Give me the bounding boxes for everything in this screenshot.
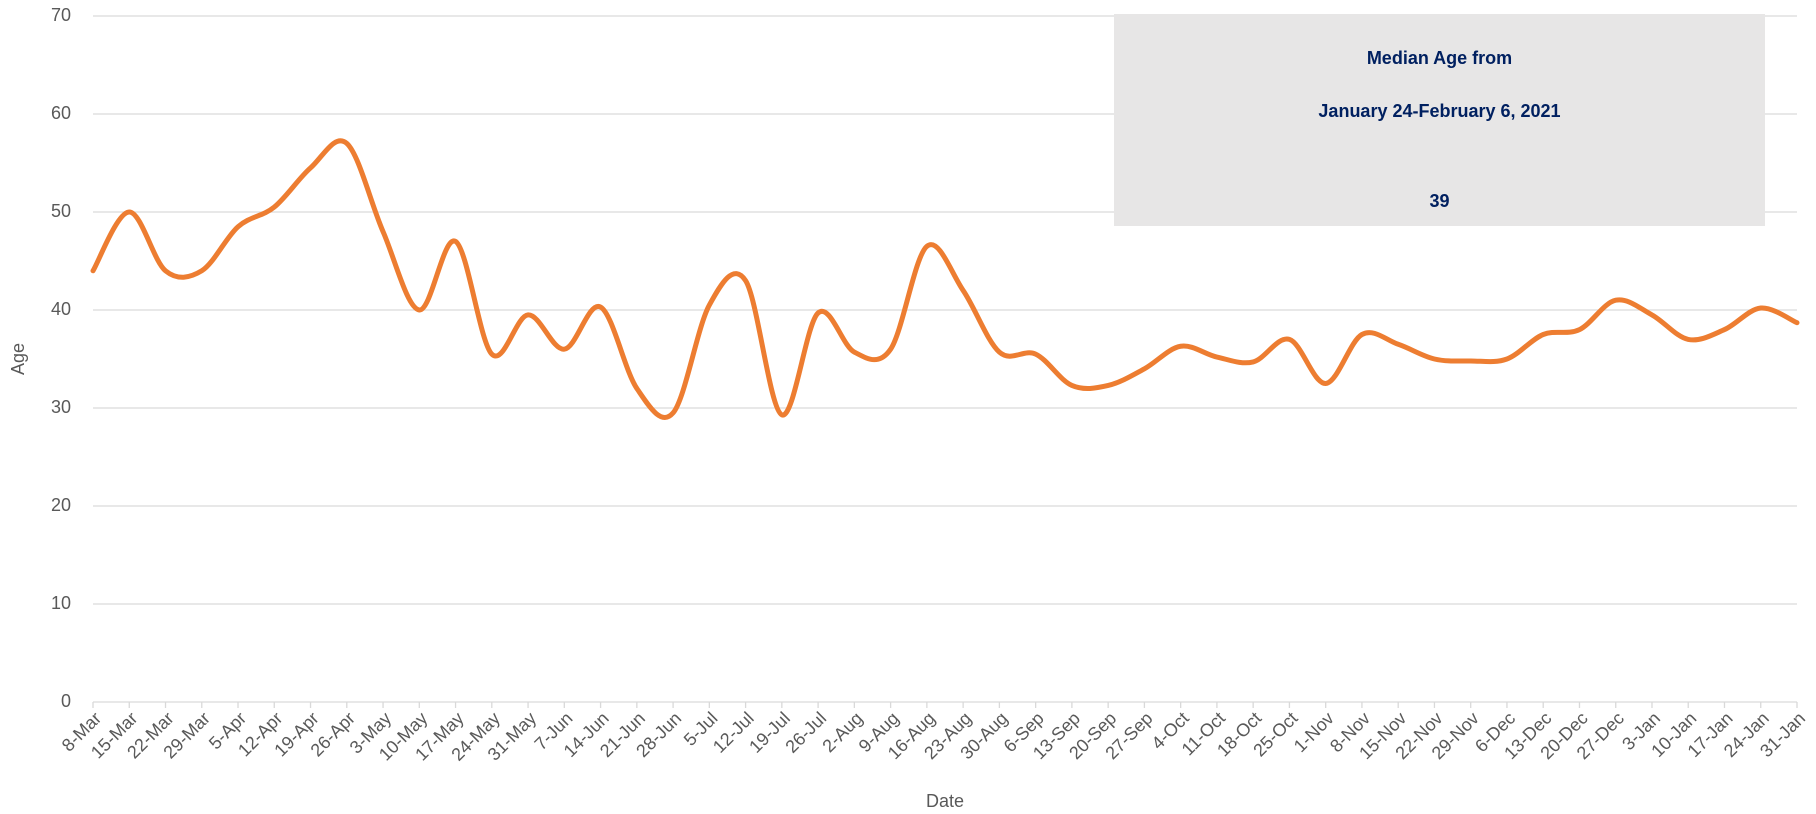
annotation-box [1114, 14, 1765, 226]
x-tick-label: 19-Jul [745, 708, 794, 757]
x-axis-label: Date [926, 791, 964, 811]
y-tick-label: 70 [51, 5, 71, 25]
data-line [90, 138, 1800, 420]
annotation-title: January 24-February 6, 2021 [1318, 101, 1560, 121]
y-tick-label: 60 [51, 103, 71, 123]
annotation-title: Median Age from [1367, 48, 1512, 68]
x-tick-label: 1-Nov [1290, 708, 1338, 756]
y-tick-label: 50 [51, 201, 71, 221]
y-axis-label: Age [8, 343, 28, 375]
y-tick-label: 30 [51, 397, 71, 417]
x-tick-label: 2-Aug [818, 708, 866, 756]
x-tick-label: 12-Jul [709, 708, 758, 757]
y-tick-label: 20 [51, 495, 71, 515]
y-tick-label: 40 [51, 299, 71, 319]
x-tick-label: 26-Jul [781, 708, 830, 757]
y-tick-label: 10 [51, 593, 71, 613]
y-tick-label: 0 [61, 691, 71, 711]
annotation-value: 39 [1429, 191, 1449, 211]
